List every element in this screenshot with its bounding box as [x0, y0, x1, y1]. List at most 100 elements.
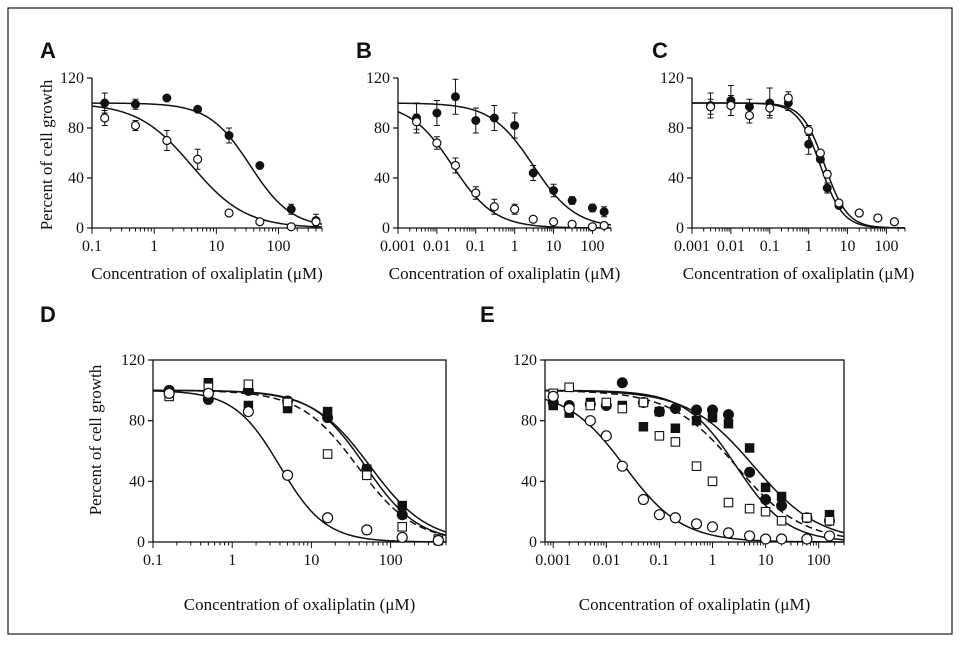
- y-tick-label: 80: [668, 120, 684, 137]
- x-tick-label: 0.01: [423, 238, 451, 255]
- y-tick-label: 80: [521, 413, 537, 430]
- y-tick-label: 40: [521, 473, 537, 490]
- x-tick-label: 10: [208, 238, 224, 255]
- fit-curve: [692, 102, 906, 229]
- data-point-filled-circle: [510, 121, 520, 130]
- y-tick-label: 0: [529, 534, 537, 551]
- data-point-open-circle: [193, 154, 203, 164]
- fit-curve: [397, 102, 612, 226]
- panel-d: D 0 40 80 120 0.1 1 10 100 Concentration of oxali…: [40, 302, 447, 614]
- y-axis-label: Percent of cell growth: [37, 79, 56, 230]
- data-point-filled-square: [670, 423, 681, 433]
- data-point-open-circle: [162, 135, 172, 146]
- data-point-open-circle: [547, 390, 559, 402]
- data-point-filled-circle: [286, 204, 296, 214]
- data-point-open-square: [691, 461, 702, 471]
- y-tick-label: 80: [68, 120, 84, 137]
- data-point-filled-square: [760, 482, 771, 493]
- data-point-filled-circle: [587, 203, 597, 213]
- data-point-open-circle: [548, 217, 559, 227]
- data-point-open-circle: [567, 219, 577, 229]
- x-tick-label: 0.001: [380, 238, 416, 255]
- fit-curve: [152, 389, 447, 537]
- data-point-open-square: [243, 379, 254, 390]
- x-tick-label: 100: [807, 552, 831, 569]
- y-tick-label: 40: [129, 473, 145, 490]
- data-point-open-square: [744, 503, 755, 514]
- data-point-filled-square: [548, 400, 558, 411]
- data-point-open-circle: [765, 103, 775, 113]
- data-point-open-square: [585, 400, 596, 411]
- data-point-open-circle: [584, 415, 596, 427]
- data-point-open-square: [802, 512, 812, 523]
- fit-curve: [544, 398, 845, 543]
- data-point-filled-circle: [471, 116, 481, 125]
- data-point-open-square: [824, 515, 835, 526]
- data-point-open-circle: [637, 493, 650, 506]
- figure-border: [7, 7, 953, 635]
- y-tick-label: 40: [68, 170, 84, 187]
- data-point-open-circle: [775, 533, 788, 545]
- data-point-open-circle: [396, 531, 408, 544]
- data-point-open-circle: [690, 518, 703, 530]
- data-point-filled-circle: [822, 183, 832, 193]
- data-point-filled-circle: [722, 409, 734, 421]
- x-axis-label: Concentration of oxaliplatin (μM): [184, 595, 415, 614]
- data-point-filled-square: [707, 412, 718, 423]
- fit-curve: [692, 102, 906, 229]
- data-point-filled-circle: [162, 93, 172, 103]
- panel-c: C 0 40 80 120 0.001 0.01 0.1 1 10 100 Concentration…: [652, 38, 914, 283]
- x-tick-label: 1: [511, 238, 519, 255]
- data-point-open-circle: [321, 512, 334, 524]
- data-point-filled-circle: [450, 92, 460, 102]
- data-point-filled-square: [654, 406, 665, 417]
- panel-letter: E: [480, 302, 495, 327]
- y-tick-label: 120: [366, 70, 390, 87]
- x-tick-label: 0.1: [649, 552, 669, 569]
- fit-curve: [91, 102, 323, 225]
- data-point-open-square: [617, 403, 628, 414]
- data-point-open-circle: [759, 533, 772, 545]
- data-point-open-circle: [311, 217, 321, 227]
- plot-frame: [544, 359, 845, 543]
- panel-b: B 0 40 80 120 0.001 0.01 0.1 1 10 100 Concentration…: [356, 38, 620, 283]
- data-point-filled-circle: [224, 131, 234, 140]
- data-point-open-circle: [471, 188, 481, 198]
- data-point-open-square: [361, 470, 372, 481]
- x-tick-label: 0.001: [674, 238, 710, 255]
- panel-letter: B: [356, 38, 372, 63]
- data-point-open-circle: [286, 222, 296, 232]
- fit-curve: [91, 105, 323, 228]
- panel-letter: C: [652, 38, 668, 63]
- data-point-open-circle: [563, 402, 575, 415]
- data-point-filled-circle: [760, 494, 772, 506]
- y-tick-label: 120: [513, 352, 537, 369]
- data-point-open-circle: [783, 93, 793, 103]
- data-point-filled-circle: [489, 113, 499, 123]
- data-point-filled-circle: [744, 466, 756, 478]
- data-point-filled-circle: [804, 139, 814, 149]
- x-tick-label: 0.01: [592, 552, 620, 569]
- x-tick-label: 10: [840, 238, 856, 255]
- y-tick-label: 120: [121, 352, 145, 369]
- data-point-open-circle: [822, 169, 832, 179]
- data-point-open-square: [760, 506, 771, 517]
- y-tick-label: 0: [76, 220, 84, 237]
- fit-curve: [397, 111, 611, 229]
- data-point-open-circle: [361, 524, 373, 536]
- data-point-filled-square: [776, 491, 787, 502]
- data-point-open-circle: [600, 430, 612, 442]
- y-tick-label: 40: [374, 170, 390, 187]
- data-point-open-circle: [599, 220, 609, 231]
- data-point-filled-square: [691, 415, 702, 426]
- x-tick-label: 10: [758, 552, 774, 569]
- data-point-open-circle: [804, 125, 814, 136]
- data-point-filled-square: [397, 500, 407, 511]
- x-tick-label: 10: [303, 552, 319, 569]
- x-axis-label: Concentration of oxaliplatin (μM): [683, 264, 914, 283]
- data-point-open-square: [397, 522, 408, 532]
- x-tick-label: 100: [874, 238, 898, 255]
- data-point-open-circle: [801, 533, 813, 545]
